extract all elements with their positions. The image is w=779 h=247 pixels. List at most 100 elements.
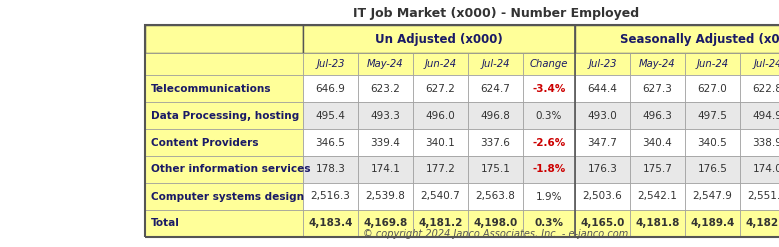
Bar [523,183,575,210]
Bar [145,75,303,102]
Text: Jun-24: Jun-24 [696,59,728,69]
Bar [358,129,413,156]
Text: 340.1: 340.1 [425,138,456,147]
Bar [413,210,468,237]
Bar [413,183,468,210]
Text: 2,563.8: 2,563.8 [475,191,516,202]
Bar [358,183,413,210]
Bar [575,129,630,156]
Text: 177.2: 177.2 [425,165,456,174]
Bar [358,102,413,129]
Text: 4,198.0: 4,198.0 [474,219,517,228]
Bar [523,102,575,129]
Bar [145,129,303,156]
Text: 2,516.3: 2,516.3 [311,191,351,202]
Text: 627.0: 627.0 [698,83,728,94]
Text: 4,189.4: 4,189.4 [690,219,735,228]
Bar [685,102,740,129]
Bar [468,75,523,102]
Text: Total: Total [151,219,180,228]
Text: 338.9: 338.9 [753,138,779,147]
Text: 2,542.1: 2,542.1 [637,191,678,202]
Bar [358,156,413,183]
Bar [303,183,358,210]
Bar [575,75,630,102]
Text: Jul-24: Jul-24 [481,59,509,69]
Bar [303,53,358,75]
Bar [413,102,468,129]
Text: May-24: May-24 [367,59,404,69]
Text: 496.8: 496.8 [481,110,510,121]
Text: 346.5: 346.5 [315,138,345,147]
Text: 175.1: 175.1 [481,165,510,174]
Text: Change: Change [530,59,568,69]
Bar [358,53,413,75]
Bar [468,129,523,156]
Text: 176.5: 176.5 [697,165,728,174]
Text: IT Job Market (x000) - Number Employed: IT Job Market (x000) - Number Employed [353,6,639,20]
Bar [523,156,575,183]
Bar [740,53,779,75]
Bar [303,129,358,156]
Bar [630,156,685,183]
Text: 2,539.8: 2,539.8 [365,191,405,202]
Text: Computer systems design: Computer systems design [151,191,304,202]
Text: 340.5: 340.5 [698,138,728,147]
Bar [145,25,303,53]
Text: 0.3%: 0.3% [534,219,563,228]
Bar [358,210,413,237]
Bar [685,75,740,102]
Text: Un Adjusted (x000): Un Adjusted (x000) [375,33,503,45]
Text: 622.8: 622.8 [753,83,779,94]
Bar [740,102,779,129]
Bar [413,129,468,156]
Bar [575,156,630,183]
Text: 496.3: 496.3 [643,110,672,121]
Bar [630,183,685,210]
Text: 1.9%: 1.9% [536,191,562,202]
Text: May-24: May-24 [640,59,676,69]
Bar [575,183,630,210]
Text: 494.9: 494.9 [753,110,779,121]
Text: 4,182.5: 4,182.5 [746,219,779,228]
Bar [685,156,740,183]
Text: 495.4: 495.4 [315,110,345,121]
Text: Content Providers: Content Providers [151,138,259,147]
Bar [145,156,303,183]
Text: Data Processing, hosting: Data Processing, hosting [151,110,299,121]
Bar [575,25,779,53]
Text: 174.1: 174.1 [371,165,400,174]
Text: -2.6%: -2.6% [532,138,566,147]
Bar [575,53,630,75]
Text: 493.0: 493.0 [587,110,618,121]
Text: 2,540.7: 2,540.7 [421,191,460,202]
Bar [575,102,630,129]
Bar [523,75,575,102]
Bar [740,156,779,183]
Text: 178.3: 178.3 [315,165,345,174]
Text: 4,169.8: 4,169.8 [363,219,407,228]
Bar [358,75,413,102]
Bar [413,53,468,75]
Bar [468,210,523,237]
Text: Seasonally Adjusted (x000): Seasonally Adjusted (x000) [620,33,779,45]
Text: 646.9: 646.9 [315,83,345,94]
Bar [685,53,740,75]
Bar [575,210,630,237]
Text: 175.7: 175.7 [643,165,672,174]
Text: 0.3%: 0.3% [536,110,562,121]
Bar [740,210,779,237]
Text: 493.3: 493.3 [371,110,400,121]
Bar [740,129,779,156]
Text: 4,165.0: 4,165.0 [580,219,625,228]
Text: 4,183.4: 4,183.4 [308,219,353,228]
Bar [145,183,303,210]
Bar [303,102,358,129]
Bar [523,210,575,237]
Bar [630,75,685,102]
Bar [413,156,468,183]
Text: 4,181.8: 4,181.8 [636,219,680,228]
Text: 347.7: 347.7 [587,138,618,147]
Text: 624.7: 624.7 [481,83,510,94]
Bar [468,156,523,183]
